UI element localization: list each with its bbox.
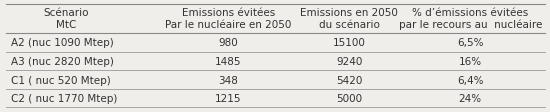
Text: 5420: 5420 [336, 75, 362, 85]
Text: C2 ( nuc 1770 Mtep): C2 ( nuc 1770 Mtep) [11, 93, 117, 103]
Text: 980: 980 [218, 38, 238, 48]
Text: 24%: 24% [459, 93, 482, 103]
Text: A2 (nuc 1090 Mtep): A2 (nuc 1090 Mtep) [11, 38, 114, 48]
Text: C1 ( nuc 520 Mtep): C1 ( nuc 520 Mtep) [11, 75, 111, 85]
Text: 1485: 1485 [215, 56, 241, 66]
Text: Emissions en 2050
du scénario: Emissions en 2050 du scénario [300, 8, 398, 30]
Text: 16%: 16% [459, 56, 482, 66]
Text: Scénario
MtC: Scénario MtC [43, 8, 89, 30]
Text: 6,4%: 6,4% [457, 75, 483, 85]
Text: Emissions évitées
Par le nucléaire en 2050: Emissions évitées Par le nucléaire en 20… [165, 8, 292, 30]
Text: 1215: 1215 [215, 93, 241, 103]
Text: 6,5%: 6,5% [457, 38, 483, 48]
Text: 348: 348 [218, 75, 238, 85]
Text: % d’émissions évitées
par le recours au  nucléaire: % d’émissions évitées par le recours au … [399, 8, 542, 30]
Text: A3 (nuc 2820 Mtep): A3 (nuc 2820 Mtep) [11, 56, 114, 66]
Text: 9240: 9240 [336, 56, 362, 66]
Text: 5000: 5000 [336, 93, 362, 103]
Text: 15100: 15100 [333, 38, 366, 48]
